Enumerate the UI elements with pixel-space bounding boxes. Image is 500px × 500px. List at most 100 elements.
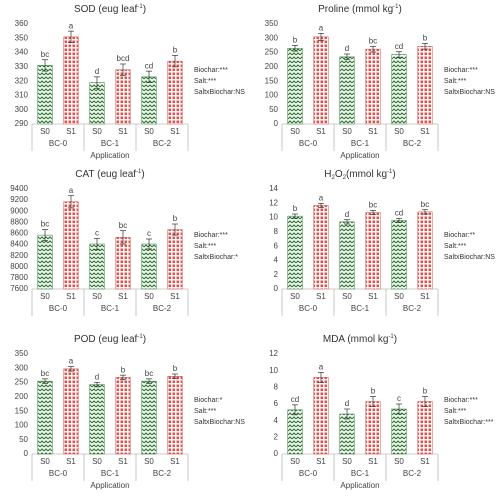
- title-part: SOD (eug leaf: [74, 4, 138, 15]
- stat-annotation: Salt:***: [194, 243, 216, 250]
- bar: [313, 36, 329, 125]
- title-part: ): [141, 169, 144, 180]
- y-tick-label: 100: [265, 91, 279, 100]
- group-label: BC-2: [403, 304, 422, 313]
- x-tick-label: S1: [170, 457, 180, 466]
- error-bar: [146, 70, 152, 83]
- significance-letter: c: [397, 394, 401, 403]
- chart-title: CAT (eug leaf-1): [75, 169, 144, 180]
- title-part: POD (eug leaf: [74, 334, 138, 345]
- x-tick-label: S1: [118, 457, 128, 466]
- y-tick-label: 2: [274, 270, 279, 279]
- y-tick-label: 150: [15, 406, 29, 415]
- error-bar: [318, 33, 324, 41]
- stat-annotation: SaltxBiochar:***: [444, 419, 494, 426]
- group-label: BC-2: [153, 139, 172, 148]
- y-tick-label: 300: [265, 33, 279, 42]
- stat-annotation: Biochar:**: [444, 232, 475, 239]
- title-part: ): [392, 169, 395, 180]
- significance-letter: bc: [369, 201, 377, 210]
- significance-letter: bcd: [117, 54, 130, 63]
- title-part: ): [399, 4, 402, 15]
- bar: [115, 377, 131, 455]
- y-tick-label: 12: [269, 349, 278, 358]
- y-tick-label: 9200: [10, 195, 28, 204]
- x-tick-label: S1: [118, 292, 128, 301]
- bar: [391, 408, 407, 455]
- error-bar: [172, 55, 178, 68]
- significance-letter: a: [69, 21, 74, 30]
- bar: [89, 243, 105, 290]
- bar: [167, 60, 183, 125]
- y-tick-label: 300: [15, 363, 29, 372]
- x-tick-label: S1: [316, 292, 326, 301]
- y-tick-label: 340: [15, 48, 29, 57]
- significance-letter: b: [293, 204, 298, 213]
- significance-letter: a: [69, 186, 74, 195]
- error-bar: [396, 403, 402, 415]
- error-bar: [370, 45, 376, 53]
- x-tick-label: S0: [40, 457, 50, 466]
- significance-letter: bc: [41, 50, 49, 59]
- bar: [167, 376, 183, 455]
- error-bar: [172, 223, 178, 236]
- error-bar: [370, 396, 376, 407]
- error-bar: [396, 51, 402, 58]
- title-part: 2: [343, 175, 347, 181]
- significance-letter: b: [423, 34, 428, 43]
- significance-letter: cd: [145, 61, 153, 70]
- bar: [365, 48, 381, 125]
- group-label: BC-0: [49, 304, 68, 313]
- significance-letter: d: [345, 44, 349, 53]
- x-tick-label: S0: [394, 127, 404, 136]
- group-label: BC-1: [351, 304, 370, 313]
- significance-letter: d: [345, 210, 349, 219]
- significance-letter: cd: [395, 208, 403, 217]
- y-tick-label: 8: [274, 382, 279, 391]
- stat-annotation: Biochar:***: [194, 67, 228, 74]
- x-axis-title: Application: [340, 481, 379, 490]
- bar: [37, 234, 53, 290]
- y-tick-label: 8600: [10, 229, 28, 238]
- significance-letter: b: [293, 36, 298, 45]
- group-label: BC-2: [153, 469, 172, 478]
- title-part: 2: [331, 175, 335, 181]
- title-part: (mmol kg: [346, 169, 387, 180]
- bar: [287, 48, 303, 125]
- error-bar: [370, 210, 376, 216]
- bar: [89, 82, 105, 125]
- significance-letter: b: [121, 365, 126, 374]
- y-tick-label: 310: [15, 91, 29, 100]
- bar: [365, 401, 381, 455]
- y-tick-label: 350: [15, 33, 29, 42]
- y-tick-label: 8000: [10, 262, 28, 271]
- y-tick-label: 9000: [10, 206, 28, 215]
- chart-title: SOD (eug leaf-1): [74, 4, 146, 15]
- y-tick-label: 7800: [10, 273, 28, 282]
- group-label: BC-0: [49, 469, 68, 478]
- x-tick-label: S1: [368, 457, 378, 466]
- group-label: BC-1: [101, 139, 120, 148]
- bar: [63, 368, 79, 455]
- title-part: Proline (mmol kg: [318, 4, 393, 15]
- bar: [141, 380, 157, 455]
- error-bar: [318, 371, 324, 383]
- y-tick-label: 14: [269, 184, 278, 193]
- bar: [391, 220, 407, 290]
- y-tick-label: 0: [274, 449, 279, 458]
- x-tick-label: S0: [92, 127, 102, 136]
- y-tick-label: 250: [15, 378, 29, 387]
- y-tick-label: 8200: [10, 251, 28, 260]
- error-bar: [42, 378, 48, 384]
- stat-annotation: Biochar:***: [194, 232, 228, 239]
- x-tick-label: S1: [420, 292, 430, 301]
- title-part: CAT (eug leaf: [75, 169, 136, 180]
- x-tick-label: S0: [290, 457, 300, 466]
- x-tick-label: S0: [290, 127, 300, 136]
- stat-annotation: Biochar:***: [444, 397, 478, 404]
- y-tick-label: 0: [274, 284, 279, 293]
- error-bar: [422, 43, 428, 50]
- y-tick-label: 6: [274, 241, 279, 250]
- bar: [63, 36, 79, 125]
- y-tick-label: 320: [15, 76, 29, 85]
